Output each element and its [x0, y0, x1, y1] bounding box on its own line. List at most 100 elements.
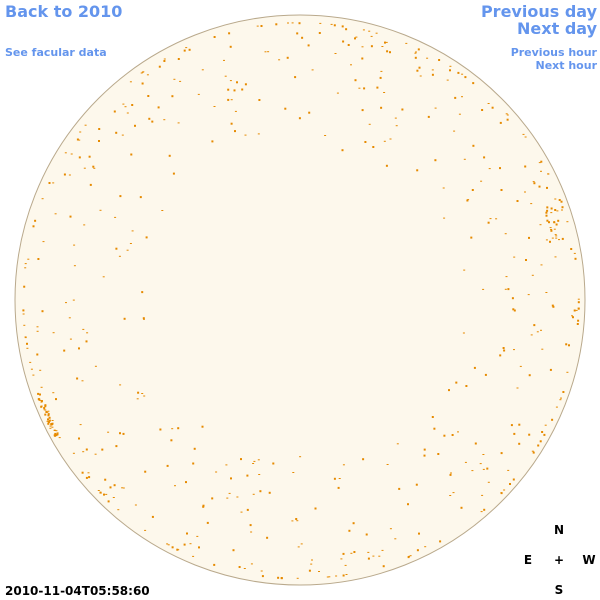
facular-point [382, 565, 385, 568]
facular-point [81, 380, 84, 382]
facular-point [295, 518, 298, 520]
facular-point [229, 45, 232, 48]
facular-point [509, 483, 511, 485]
facular-point [464, 76, 467, 79]
facular-point [525, 259, 527, 261]
facular-point [454, 96, 457, 99]
facular-point [292, 472, 295, 473]
facular-point [170, 439, 173, 442]
facular-point [76, 377, 79, 380]
facular-point [479, 463, 482, 465]
facular-point [78, 156, 81, 159]
facular-point [189, 543, 192, 545]
facular-point [383, 92, 386, 93]
facular-point [433, 427, 436, 430]
facular-point [434, 159, 437, 162]
facular-point [97, 490, 100, 491]
facular-point [36, 326, 39, 328]
facular-point [558, 199, 561, 201]
facular-point [524, 165, 527, 168]
back-link[interactable]: Back to 2010 [5, 2, 122, 21]
facular-point [308, 569, 311, 572]
previous-hour-link[interactable]: Previous hour [511, 46, 598, 59]
facular-point [566, 221, 569, 223]
facular-point [522, 133, 525, 135]
facular-point [238, 566, 241, 568]
facular-point [246, 508, 249, 511]
facular-point [118, 255, 121, 257]
facular-point [328, 576, 331, 578]
facular-point [141, 71, 144, 73]
facular-point [318, 32, 321, 34]
facular-point [40, 405, 43, 408]
facular-point [471, 189, 474, 191]
facular-point [466, 199, 469, 202]
facular-point [298, 117, 301, 120]
facular-point [107, 431, 110, 433]
facular-point [47, 421, 50, 424]
facular-point [470, 236, 473, 239]
facular-point [415, 51, 417, 53]
facular-point [104, 478, 107, 481]
facular-point [123, 317, 126, 320]
facular-point [54, 213, 57, 215]
facular-point [22, 313, 25, 315]
facular-point [362, 458, 365, 461]
facular-point [474, 442, 477, 445]
facular-point [32, 374, 35, 376]
facular-point [213, 563, 216, 566]
facular-point [559, 399, 562, 401]
facular-point [87, 472, 90, 474]
next-hour-link[interactable]: Next hour [536, 59, 598, 72]
facular-point [314, 507, 317, 510]
facular-point [319, 22, 322, 24]
facular-point [516, 200, 519, 202]
facular-point [230, 99, 233, 101]
facular-point [115, 247, 118, 250]
facular-point [171, 546, 174, 549]
facular-point [196, 535, 199, 537]
facular-point [577, 307, 580, 310]
facular-point [257, 133, 260, 135]
facular-point [202, 505, 205, 508]
facular-point [142, 317, 145, 320]
facular-point [47, 422, 50, 425]
facular-point [546, 209, 549, 212]
facular-point [352, 522, 355, 525]
facular-point [163, 58, 166, 60]
facular-point [73, 265, 76, 267]
facular-point [122, 103, 125, 105]
previous-day-link[interactable]: Previous day [481, 2, 598, 21]
facular-point [381, 46, 384, 47]
facular-point [240, 458, 242, 461]
facular-point [560, 397, 562, 399]
facular-point [78, 437, 80, 440]
facular-point [137, 391, 140, 394]
facular-points [22, 22, 580, 580]
facular-point [252, 463, 255, 464]
facular-point [186, 532, 188, 535]
facular-point [85, 476, 88, 479]
facular-point [528, 433, 531, 436]
facular-point [333, 24, 336, 27]
facular-point [540, 329, 542, 331]
facular-point [234, 130, 236, 133]
facular-point [557, 219, 560, 222]
facular-link[interactable]: See facular data [5, 46, 107, 59]
facular-point [491, 106, 494, 109]
facular-point [450, 472, 452, 474]
facular-point [69, 338, 72, 340]
facular-point [401, 108, 404, 111]
facular-point [147, 95, 150, 97]
facular-point [122, 432, 125, 435]
facular-point [53, 429, 56, 431]
facular-point [566, 371, 569, 373]
facular-point [423, 454, 426, 457]
facular-point [350, 64, 352, 66]
next-day-link[interactable]: Next day [517, 19, 598, 38]
facular-point [227, 98, 230, 101]
facular-point [22, 309, 25, 312]
facular-point [558, 239, 560, 241]
facular-point [506, 114, 509, 116]
facular-point [344, 564, 347, 566]
